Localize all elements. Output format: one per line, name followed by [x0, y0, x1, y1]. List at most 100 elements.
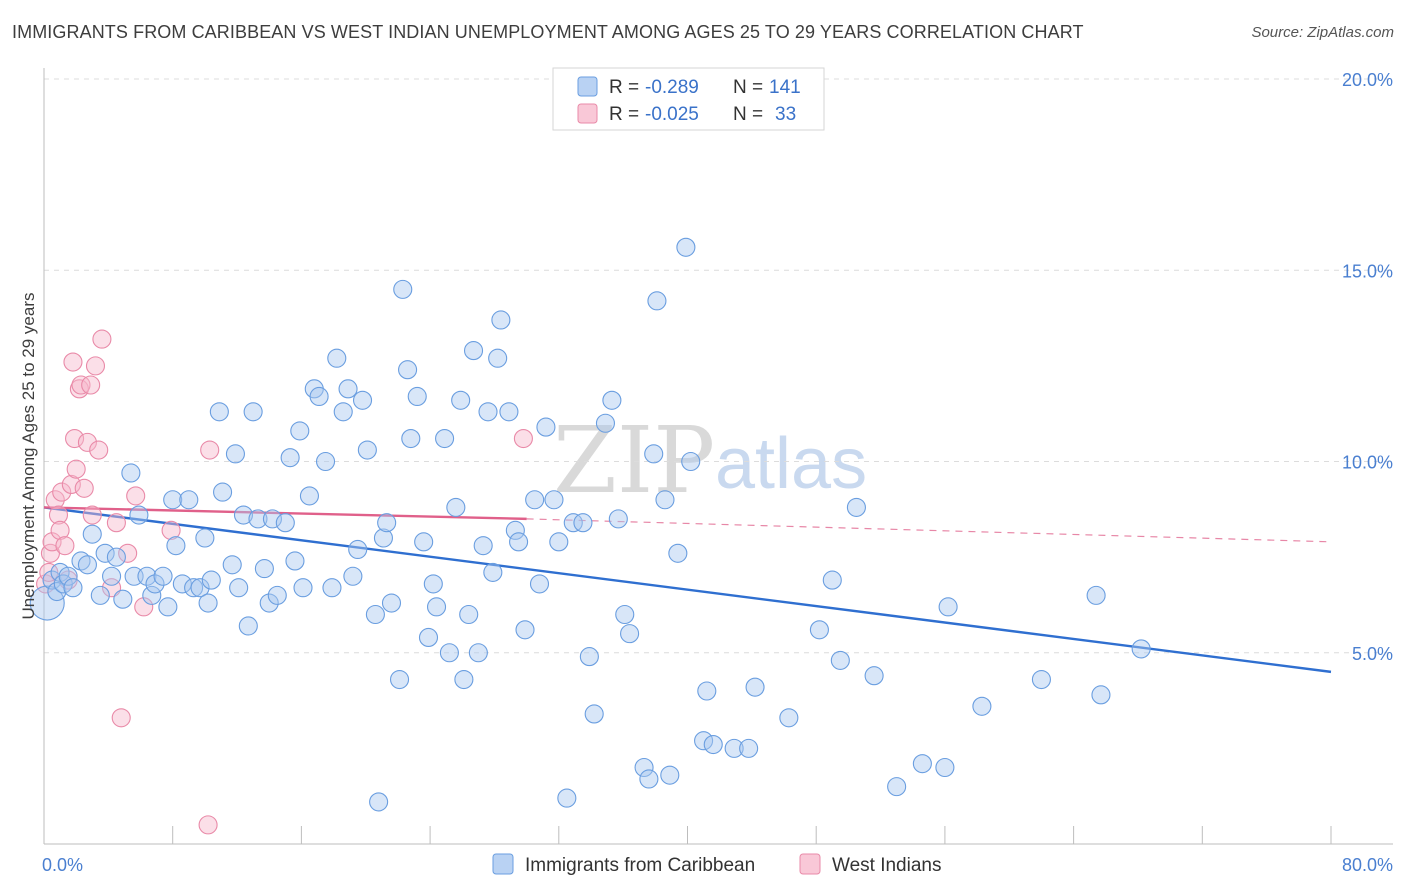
data-point-caribbean: [620, 624, 640, 644]
data-point-caribbean: [315, 451, 336, 472]
data-point-caribbean: [846, 497, 866, 517]
data-point-caribbean: [42, 570, 62, 590]
data-point-caribbean: [426, 597, 447, 617]
axes: 5.0% 10.0% 15.0% 20.0% 0.0% 80.0%: [42, 68, 1393, 875]
data-point-caribbean: [179, 490, 199, 510]
chart-title: IMMIGRANTS FROM CARIBBEAN VS WEST INDIAN…: [12, 22, 1084, 42]
data-point-caribbean: [694, 731, 714, 751]
legend-swatch-pink: [577, 103, 598, 124]
data-point-caribbean: [82, 524, 102, 544]
data-point-caribbean: [225, 444, 245, 464]
data-point-west-indians: [39, 562, 59, 582]
data-point-caribbean: [166, 536, 186, 556]
data-point-caribbean: [912, 754, 932, 774]
legend-top: R = -0.289 N = 141 R = -0.025 N = 33: [552, 67, 825, 131]
y-tick-label: 15.0%: [1342, 261, 1393, 281]
data-point-caribbean: [454, 669, 474, 690]
y-tick-label: 20.0%: [1342, 70, 1393, 90]
legend-r-label-2: R =: [609, 104, 639, 125]
legend-bottom-label-caribbean: Immigrants from Caribbean: [525, 855, 755, 876]
data-point-caribbean: [483, 562, 503, 582]
data-point-caribbean: [333, 402, 353, 422]
data-point-west-indians: [42, 532, 62, 552]
data-point-caribbean: [724, 738, 744, 758]
data-point-caribbean: [573, 513, 593, 533]
data-point-caribbean: [129, 505, 149, 525]
data-point-caribbean: [398, 360, 418, 380]
data-point-caribbean: [275, 513, 295, 533]
data-point-caribbean: [459, 604, 479, 625]
data-point-caribbean: [369, 792, 389, 812]
data-point-caribbean: [509, 532, 529, 552]
data-point-caribbean: [668, 543, 688, 563]
series-west-indians: [36, 329, 533, 835]
data-point-caribbean: [697, 681, 717, 701]
data-point-caribbean: [887, 777, 907, 797]
grid: [44, 78, 1393, 654]
data-point-caribbean: [608, 509, 628, 529]
data-point-caribbean: [113, 589, 133, 609]
data-point-caribbean: [222, 555, 242, 575]
data-point-caribbean: [259, 593, 279, 613]
data-point-caribbean: [544, 490, 564, 510]
data-point-caribbean: [229, 578, 249, 598]
data-point-caribbean: [488, 348, 508, 368]
data-point-west-indians: [48, 505, 69, 525]
legend-bottom-swatch-pink: [799, 853, 821, 875]
data-point-caribbean: [248, 509, 268, 529]
data-point-caribbean: [338, 379, 358, 399]
data-point-caribbean: [401, 428, 421, 449]
data-point-caribbean: [579, 647, 599, 667]
legend-n-label-1: N =: [733, 77, 763, 98]
y-tick-label: 10.0%: [1342, 453, 1393, 473]
y-tick-label: 5.0%: [1352, 644, 1393, 664]
data-point-west-indians: [161, 520, 181, 540]
data-point-caribbean: [536, 417, 556, 437]
data-point-caribbean: [238, 616, 258, 636]
data-point-west-indians: [106, 513, 126, 533]
data-point-caribbean: [343, 566, 363, 586]
data-point-west-indians: [81, 375, 101, 395]
legend-r-value-1: -0.289: [645, 77, 699, 98]
data-point-caribbean: [602, 390, 622, 410]
data-point-caribbean: [451, 390, 471, 410]
data-point-west-indians: [134, 597, 154, 617]
data-point-west-indians: [118, 543, 138, 563]
data-point-west-indians: [92, 329, 112, 349]
data-point-caribbean: [352, 390, 373, 410]
legend-n-label-2: N =: [733, 104, 763, 125]
data-point-caribbean: [584, 704, 604, 724]
data-point-caribbean: [198, 593, 218, 613]
data-point-caribbean: [563, 513, 583, 533]
data-point-west-indians: [89, 440, 109, 460]
legend-swatch-blue: [577, 76, 598, 97]
data-point-caribbean: [864, 666, 884, 686]
data-point-caribbean: [935, 757, 955, 778]
data-point-caribbean: [557, 788, 577, 808]
data-point-caribbean: [423, 574, 443, 594]
source-credit: Source: ZipAtlas.com: [1251, 24, 1394, 41]
data-point-caribbean: [1086, 585, 1106, 605]
data-point-caribbean: [393, 279, 413, 299]
data-point-caribbean: [499, 402, 519, 422]
data-point-west-indians: [50, 520, 70, 540]
data-point-caribbean: [414, 532, 434, 552]
data-point-caribbean: [357, 440, 377, 460]
legend-n-value-1: 141: [769, 77, 801, 98]
watermark-zip: ZIP: [553, 407, 715, 514]
data-point-west-indians: [82, 505, 102, 525]
data-point-caribbean: [280, 448, 300, 468]
data-point-caribbean: [468, 643, 488, 663]
data-point-caribbean: [525, 490, 545, 510]
data-point-caribbean: [435, 428, 455, 449]
trend-line-west-indians-extension: [526, 518, 1332, 543]
data-point-west-indians: [111, 708, 131, 728]
data-point-caribbean: [381, 593, 402, 613]
data-point-caribbean: [647, 291, 667, 311]
trend-line-caribbean: [43, 506, 1332, 674]
data-point-west-indians: [77, 432, 97, 452]
data-point-caribbean: [822, 570, 842, 590]
data-point-west-indians: [200, 440, 220, 460]
trend-lines: [43, 506, 1332, 674]
data-point-caribbean: [285, 551, 305, 571]
